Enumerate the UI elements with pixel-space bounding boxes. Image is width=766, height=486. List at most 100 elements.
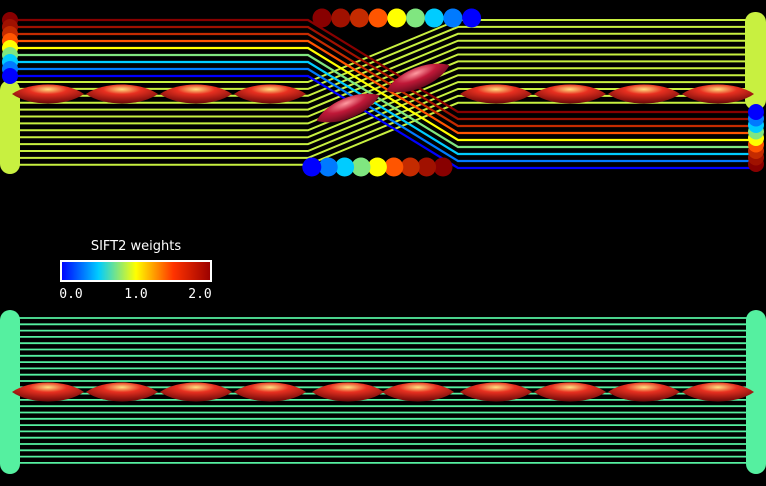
fixel-lobe bbox=[682, 84, 754, 104]
fixel-lobe bbox=[608, 84, 680, 104]
bottom-straight-bundle bbox=[10, 317, 756, 464]
top-straight-bundle bbox=[10, 19, 756, 166]
right-endpoint-cap bbox=[746, 310, 766, 474]
fixel bbox=[86, 84, 158, 104]
bottom-dot bbox=[335, 157, 355, 177]
fixel-lobe bbox=[312, 382, 384, 402]
shifted-streamline bbox=[10, 18, 756, 114]
fixel bbox=[160, 84, 232, 104]
colorbar-tick-mid: 1.0 bbox=[124, 287, 147, 302]
bundle-streamline bbox=[10, 74, 756, 139]
top-shifted-streamlines bbox=[10, 18, 756, 170]
fixel-lobe bbox=[86, 382, 158, 402]
left-endpoint-cap bbox=[0, 80, 20, 174]
fixel bbox=[534, 382, 606, 402]
bundle-streamline bbox=[10, 39, 756, 104]
shifted-streamline bbox=[10, 46, 756, 142]
fixel-lobe bbox=[382, 382, 454, 402]
left-endpoint-cap bbox=[0, 310, 20, 474]
fixel bbox=[316, 93, 380, 123]
bundle-streamline bbox=[10, 81, 756, 146]
shifted-streamline bbox=[10, 74, 756, 170]
fixel-lobe bbox=[386, 63, 450, 93]
bottom-dot bbox=[302, 157, 322, 177]
fixel bbox=[608, 382, 680, 402]
fixel bbox=[86, 382, 158, 402]
fixel bbox=[460, 84, 532, 104]
fixel-lobe bbox=[460, 382, 532, 402]
fixel bbox=[234, 84, 306, 104]
left-endpoint-dot bbox=[2, 68, 18, 84]
fixel bbox=[608, 84, 680, 104]
bundle-streamline bbox=[10, 101, 756, 166]
bottom-fixels bbox=[12, 382, 754, 402]
shifted-streamline bbox=[10, 67, 756, 163]
shifted-streamline bbox=[10, 39, 756, 135]
bundle-streamline bbox=[10, 67, 756, 132]
bundle-streamline bbox=[10, 60, 756, 125]
bundle-streamline bbox=[10, 94, 756, 159]
right-endpoint-cap bbox=[745, 12, 766, 110]
top-fixels bbox=[12, 63, 754, 123]
fixel-lobe bbox=[234, 382, 306, 402]
top-dot bbox=[349, 8, 369, 28]
top-panel bbox=[0, 8, 766, 177]
fixel-lobe bbox=[234, 84, 306, 104]
bundle-streamline bbox=[10, 19, 756, 83]
bundle-streamline bbox=[10, 53, 756, 118]
fixel-lobe bbox=[160, 84, 232, 104]
bottom-dot bbox=[367, 157, 387, 177]
fixel-lobe bbox=[160, 382, 232, 402]
fixel-lobe bbox=[534, 84, 606, 104]
bottom-streamline-endpoints bbox=[0, 310, 766, 474]
fixel-lobe bbox=[316, 93, 380, 123]
right-endpoint-dot bbox=[748, 104, 764, 120]
bottom-dot bbox=[384, 157, 404, 177]
top-dot bbox=[406, 8, 425, 28]
fixel-lobe bbox=[12, 382, 84, 402]
bottom-dot bbox=[400, 157, 420, 177]
top-dot bbox=[312, 8, 332, 28]
bottom-dot bbox=[417, 157, 437, 177]
bundle-streamline bbox=[10, 46, 756, 111]
fixel bbox=[386, 63, 450, 93]
colorbar-title: SIFT2 weights bbox=[91, 239, 182, 254]
fixel-lobe bbox=[608, 382, 680, 402]
top-dot bbox=[443, 8, 463, 28]
colorbar: SIFT2 weights 0.0 1.0 2.0 bbox=[59, 239, 212, 302]
top-dot bbox=[462, 8, 482, 28]
fixel bbox=[682, 84, 754, 104]
fixel bbox=[234, 382, 306, 402]
fixel bbox=[682, 382, 754, 402]
fixel bbox=[12, 382, 84, 402]
shifted-streamline bbox=[10, 25, 756, 121]
bundle-streamline bbox=[10, 25, 756, 90]
fixel bbox=[382, 382, 454, 402]
bundle-streamline bbox=[10, 88, 756, 152]
fixel-lobe bbox=[460, 84, 532, 104]
fixel bbox=[460, 382, 532, 402]
shifted-streamline bbox=[10, 60, 756, 156]
bottom-panel bbox=[0, 310, 766, 474]
top-dot bbox=[331, 8, 351, 28]
fixel-lobe bbox=[12, 84, 84, 104]
fixel-lobe bbox=[86, 84, 158, 104]
bottom-dot bbox=[318, 157, 338, 177]
colorbar-tick-max: 2.0 bbox=[188, 287, 211, 302]
fixel-lobe bbox=[534, 382, 606, 402]
fixel bbox=[160, 382, 232, 402]
shifted-streamline bbox=[10, 32, 756, 128]
colorbar-gradient bbox=[60, 260, 212, 282]
fixel-lobe bbox=[682, 382, 754, 402]
top-dot bbox=[387, 8, 407, 28]
top-streamline-endpoints bbox=[0, 8, 766, 177]
top-dot bbox=[368, 8, 388, 28]
top-dot bbox=[424, 8, 444, 28]
fixel bbox=[534, 84, 606, 104]
bottom-dot bbox=[433, 157, 453, 177]
fixel bbox=[12, 84, 84, 104]
bottom-dot bbox=[351, 157, 371, 177]
fixel bbox=[312, 382, 384, 402]
colorbar-tick-min: 0.0 bbox=[59, 287, 82, 302]
